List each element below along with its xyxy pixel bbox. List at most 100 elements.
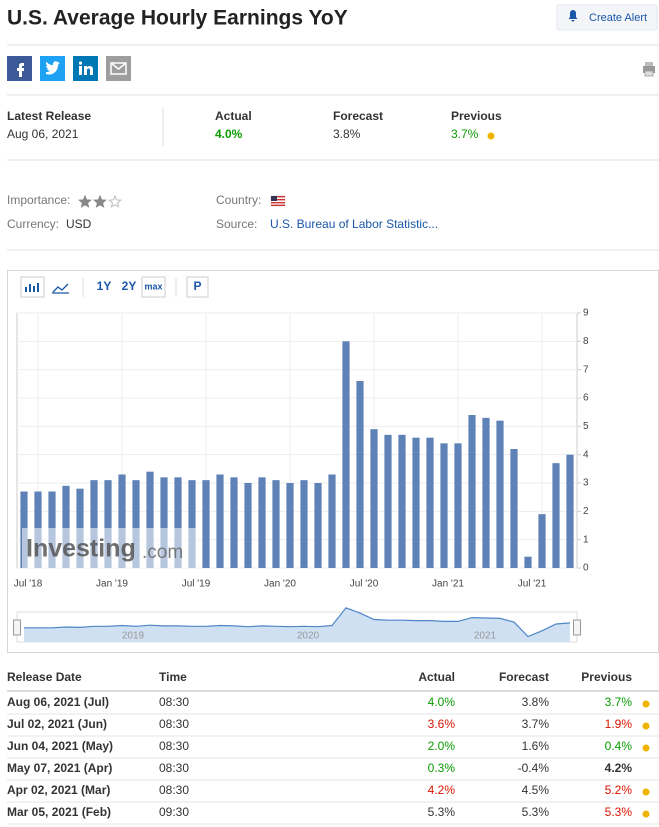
actual-value: 4.0%	[215, 127, 243, 141]
column-header: Actual	[418, 670, 455, 684]
bar	[468, 415, 476, 568]
navigator-handle[interactable]	[573, 619, 581, 636]
actual-label: Actual	[215, 109, 252, 123]
x-tick-label: Jan '21	[432, 579, 464, 590]
bar	[510, 449, 518, 568]
x-tick-label: Jul '20	[350, 579, 379, 590]
table-cell: 4.5%	[522, 783, 550, 797]
navigator-label: 2019	[122, 631, 145, 642]
table-cell: 3.7%	[605, 695, 633, 709]
bar	[188, 480, 196, 568]
bar	[342, 341, 350, 568]
line-view-button[interactable]	[52, 283, 69, 294]
forecast-value: 3.8%	[333, 127, 361, 141]
bar	[524, 556, 532, 568]
revision-dot	[642, 788, 650, 796]
table-cell: 2.0%	[428, 739, 456, 753]
bar	[496, 420, 504, 568]
column-header: Previous	[581, 670, 632, 684]
bar	[146, 471, 154, 568]
forecast-label: Forecast	[333, 109, 383, 123]
source-link[interactable]: U.S. Bureau of Labor Statistic...	[270, 217, 438, 231]
navigator-label: 2021	[474, 631, 497, 642]
table-cell: 3.8%	[522, 695, 550, 709]
currency-label: Currency:	[7, 217, 59, 231]
bar	[104, 480, 112, 568]
revision-dot	[642, 700, 650, 708]
table-cell: 08:30	[159, 695, 189, 709]
bar	[160, 477, 168, 568]
importance-star	[108, 194, 122, 208]
bar	[412, 437, 420, 568]
us-flag	[270, 195, 286, 207]
column-header: Forecast	[499, 670, 549, 684]
watermark: Investing	[26, 535, 136, 563]
bar	[482, 417, 490, 568]
y-tick-label: 1	[583, 534, 589, 545]
table-cell: 09:30	[159, 805, 189, 819]
bar	[272, 480, 280, 568]
range-button[interactable]: 1Y	[97, 279, 112, 293]
chart: 0 1 2 3 4 5 6 7 8 9 Jul '18 Jan '19 Jul '19 Jan '20 Ju…	[13, 308, 589, 643]
bar	[426, 437, 434, 568]
bar	[132, 480, 140, 568]
x-tick-label: Jul '21	[518, 579, 547, 590]
create-alert-label[interactable]: Create Alert	[589, 12, 647, 24]
bar	[356, 381, 364, 568]
bar	[174, 477, 182, 568]
range-button[interactable]: 2Y	[122, 279, 137, 293]
table-cell: -0.4%	[518, 761, 550, 775]
latest-release-date: Aug 06, 2021	[7, 127, 79, 141]
bar	[370, 429, 378, 568]
range-button[interactable]: max	[144, 281, 162, 291]
navigator-label: 2020	[297, 631, 320, 642]
y-tick-label: 8	[583, 336, 589, 347]
chart-toolbar	[20, 276, 209, 298]
table-cell: 08:30	[159, 761, 189, 775]
table-cell: 08:30	[159, 783, 189, 797]
navigator-line	[24, 607, 571, 638]
bar	[118, 474, 126, 568]
table-cell: Mar 05, 2021 (Feb)	[7, 805, 111, 819]
revision-dot	[642, 810, 650, 818]
bar	[314, 483, 322, 568]
bar	[202, 480, 210, 568]
navigator-handle[interactable]	[13, 619, 21, 636]
y-tick-label: 5	[583, 421, 589, 432]
y-tick-label: 6	[583, 393, 589, 404]
bar	[328, 474, 336, 568]
page-title: U.S. Average Hourly Earnings YoY	[7, 7, 348, 30]
revision-dot	[642, 744, 650, 752]
column-header: Time	[159, 670, 187, 684]
bar	[244, 483, 252, 568]
revision-dot	[487, 132, 495, 140]
bar	[216, 474, 224, 568]
bar	[300, 480, 308, 568]
table-cell: Aug 06, 2021 (Jul)	[7, 695, 109, 709]
x-tick-label: Jul '19	[182, 579, 211, 590]
table-cell: Jun 04, 2021 (May)	[7, 739, 113, 753]
y-tick-label: 7	[583, 364, 589, 375]
table-cell: Jul 02, 2021 (Jun)	[7, 717, 107, 731]
table-cell: 5.3%	[605, 805, 633, 819]
bar-view-button[interactable]	[20, 276, 45, 298]
revision-dot	[642, 722, 650, 730]
y-tick-label: 0	[583, 563, 589, 574]
bar	[230, 477, 238, 568]
x-tick-label: Jan '20	[264, 579, 296, 590]
importance-stars	[78, 194, 122, 208]
navigator-area	[24, 607, 570, 642]
x-tick-label: Jul '18	[14, 579, 43, 590]
table-cell: 3.7%	[522, 717, 550, 731]
latest-release-label: Latest Release	[7, 109, 91, 123]
print-icon[interactable]	[643, 62, 655, 77]
range-button[interactable]: P	[193, 279, 201, 293]
table-cell: 4.2%	[605, 761, 633, 775]
create-alert-button[interactable]: Create Alert	[556, 4, 658, 31]
bar	[398, 434, 406, 568]
column-header: Release Date	[7, 670, 82, 684]
share-buttons	[7, 56, 655, 81]
bar	[286, 483, 294, 568]
